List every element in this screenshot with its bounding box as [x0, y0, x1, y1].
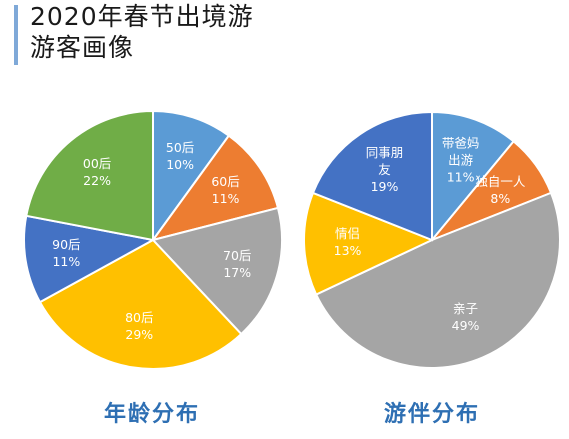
- pie-slice: [431, 110, 515, 243]
- age-pie-title: 年龄分布: [103, 402, 201, 427]
- pie-slice-label: 80后 29%: [125, 310, 153, 342]
- pie-slice-label: 00后 22%: [83, 156, 111, 188]
- pie-slice-label: 70后 17%: [223, 248, 251, 280]
- pie-slice: [152, 109, 231, 244]
- pie-slice-label: 50后 10%: [166, 140, 194, 172]
- page-subtitle: 游客画像: [30, 33, 135, 62]
- pie-slice: [314, 191, 561, 369]
- pie-slice: [151, 206, 283, 336]
- pie-slice-label: 同事朋友 19%: [366, 145, 404, 194]
- companion-distribution-pie: 带爸妈出游 11% 独自一人 8% 亲子 49% 情侣 13% 同事朋友 19%: [303, 110, 561, 369]
- pie-slice-label: 带爸妈出游 11%: [442, 136, 480, 185]
- pie-slice: [25, 109, 154, 242]
- pie-slice-label: 60后 11%: [211, 174, 239, 206]
- pie-slice: [38, 238, 243, 370]
- pie-slice: [23, 214, 156, 304]
- pie-slice: [150, 134, 280, 242]
- pie-slice: [311, 110, 433, 242]
- pie-slice-label: 亲子 49%: [452, 301, 480, 333]
- pie-slice-label: 独自一人 8%: [475, 174, 526, 206]
- pie-slice-label: 情侣 13%: [334, 226, 362, 258]
- companion-pie-title: 游伴分布: [383, 402, 481, 427]
- pie-slice: [303, 191, 435, 296]
- pie-slice-label: 90后 11%: [52, 237, 80, 269]
- page-title: 2020年春节出境游: [30, 2, 254, 31]
- title-accent-bar: [14, 5, 18, 65]
- age-distribution-pie: 50后 10% 60后 11% 70后 17% 80后 29% 90后 11% 00后 22%: [23, 109, 283, 370]
